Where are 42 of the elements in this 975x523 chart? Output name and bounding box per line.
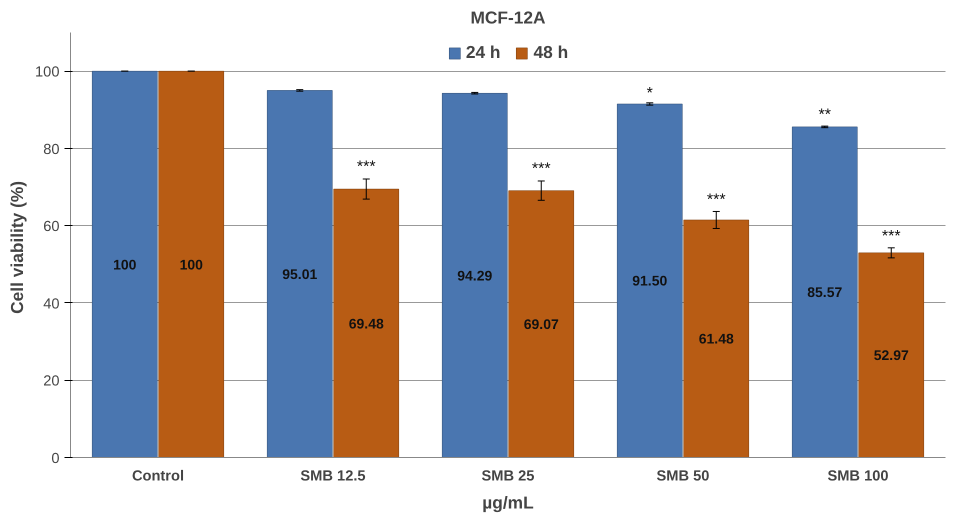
annotation: *** [356,158,376,176]
bar [683,220,750,458]
x-tick-label: SMB 12.5 [300,468,366,484]
annotation: *** [532,160,551,178]
bar [333,188,400,458]
data-label: 94.29 [457,267,492,284]
bar [442,92,508,458]
bar [266,90,333,458]
legend-label: 24 h [466,42,500,63]
bar [616,104,683,458]
data-label: 100 [113,256,137,272]
bar [792,126,858,458]
bar [508,190,574,458]
bar [858,252,924,458]
y-tick-label: 80 [43,142,60,158]
x-axis-title: µg/mL [482,492,534,512]
data-label: 100 [180,256,204,272]
data-label: 61.48 [698,330,734,347]
x-tick-label: Control [132,468,184,484]
annotation: *** [706,191,726,208]
y-tick-label: 40 [43,296,60,312]
data-label: 91.50 [632,272,668,289]
y-tick-label: 0 [51,451,60,467]
legend-label: 48 h [534,42,568,63]
x-tick-label: SMB 100 [827,468,889,484]
data-label: 69.48 [348,315,384,332]
bar [158,70,224,458]
data-label: 95.01 [282,266,318,282]
data-label: 52.97 [874,347,909,364]
chart-title: MCF-12A [470,8,546,28]
annotation: * [646,85,653,102]
data-label: 69.07 [524,316,559,332]
x-tick-label: SMB 50 [656,468,710,484]
x-tick-label: SMB 25 [482,468,534,484]
data-label: 85.57 [807,284,842,300]
y-tick-label: 60 [43,219,60,236]
annotation: *** [882,228,901,245]
y-tick-label: 100 [35,64,60,81]
bar [92,70,158,458]
annotation: ** [818,106,831,124]
y-tick-label: 20 [43,374,60,390]
y-axis-title: Cell viability (%) [7,180,28,314]
